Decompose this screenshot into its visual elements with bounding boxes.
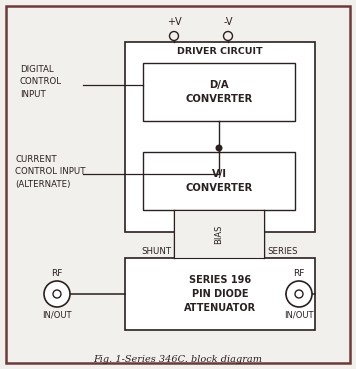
Circle shape [295, 290, 303, 298]
FancyBboxPatch shape [174, 210, 264, 258]
Circle shape [169, 31, 178, 41]
FancyBboxPatch shape [6, 6, 350, 363]
Text: CURRENT
CONTROL INPUT
(ALTERNATE): CURRENT CONTROL INPUT (ALTERNATE) [15, 155, 85, 189]
Text: IN/OUT: IN/OUT [42, 310, 72, 320]
FancyBboxPatch shape [143, 152, 295, 210]
Text: Fig. 1-Series 346C. block diagram: Fig. 1-Series 346C. block diagram [94, 355, 262, 363]
Text: D/A
CONVERTER: D/A CONVERTER [185, 80, 253, 104]
Text: SERIES: SERIES [267, 248, 298, 256]
Circle shape [53, 290, 61, 298]
Circle shape [44, 281, 70, 307]
Text: V/I
CONVERTER: V/I CONVERTER [185, 169, 253, 193]
Circle shape [224, 31, 232, 41]
FancyBboxPatch shape [125, 42, 315, 232]
Text: SHUNT: SHUNT [141, 248, 171, 256]
Text: BIAS: BIAS [215, 224, 224, 244]
Text: +V: +V [167, 17, 181, 27]
Text: -V: -V [223, 17, 233, 27]
Text: DIGITAL
CONTROL
INPUT: DIGITAL CONTROL INPUT [20, 65, 62, 99]
Text: RF: RF [293, 269, 305, 277]
FancyBboxPatch shape [125, 258, 315, 330]
Circle shape [215, 145, 222, 152]
Text: RF: RF [51, 269, 63, 277]
FancyBboxPatch shape [143, 63, 295, 121]
Text: SERIES 196
PIN DIODE
ATTENUATOR: SERIES 196 PIN DIODE ATTENUATOR [184, 275, 256, 313]
Text: DRIVER CIRCUIT: DRIVER CIRCUIT [177, 48, 263, 56]
Circle shape [286, 281, 312, 307]
Text: IN/OUT: IN/OUT [284, 310, 314, 320]
